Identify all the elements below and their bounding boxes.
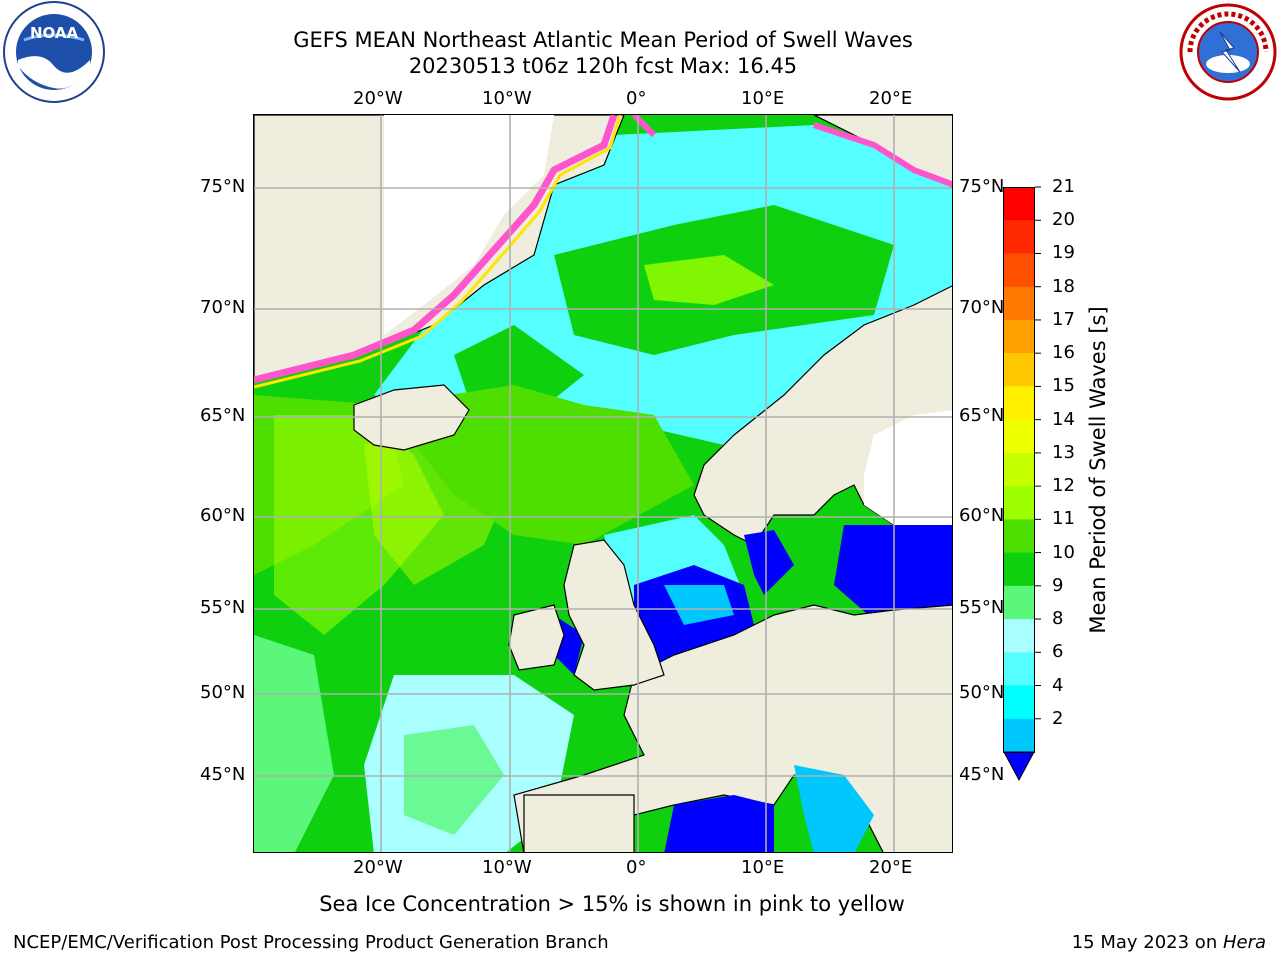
noaa-logo-text: NOAA [30,24,79,42]
lat-label-left: 65°N [200,405,246,426]
footer-date: 15 May 2023 on Hera [1072,932,1266,953]
lon-label-bottom: 10°E [741,857,785,878]
noaa-logo: NOAA [2,0,106,108]
colorbar-segment [1004,319,1034,354]
colorbar-tick-label: 12 [1052,475,1075,497]
colorbar-tick-label: 9 [1052,574,1064,596]
colorbar-segment [1004,187,1034,221]
colorbar-frame [1003,187,1035,753]
colorbar-segment [1004,253,1034,288]
lon-label-bottom: 10°W [482,857,532,878]
lat-label-left: 70°N [200,297,246,318]
lat-label-right: 45°N [959,764,1005,785]
colorbar-segment [1004,486,1034,520]
colorbar-segment [1004,286,1034,321]
lat-label-right: 70°N [959,297,1005,318]
colorbar-tick-label: 15 [1052,375,1075,397]
colorbar-segment [1004,452,1034,487]
footer-date-text: 15 May 2023 on [1071,932,1223,953]
lat-label-right: 75°N [959,176,1005,197]
colorbar-segment [1004,386,1034,421]
colorbar-tick-label: 11 [1052,508,1075,530]
colorbar-segment [1004,619,1034,653]
lat-label-right: 55°N [959,597,1005,618]
map-panel [253,114,953,853]
colorbar-tick-label: 4 [1052,674,1064,696]
colorbar-segment [1004,519,1034,554]
colorbar-tick-label: 19 [1052,242,1075,264]
lat-label-right: 50°N [959,682,1005,703]
lat-label-left: 75°N [200,176,246,197]
colorbar-tick-label: 13 [1052,441,1075,463]
lon-label-top: 20°E [869,88,913,109]
footer-host: Hera [1222,932,1266,953]
nws-logo [1178,2,1278,106]
colorbar-title: Mean Period of Swell Waves [s] [1086,306,1110,634]
lon-label-bottom: 20°E [869,857,913,878]
colorbar-segment [1004,718,1034,753]
lat-label-left: 55°N [200,597,246,618]
colorbar-segment [1004,685,1034,720]
colorbar-tick-label: 10 [1052,541,1075,563]
colorbar-segment [1004,220,1034,254]
chart-subtitle: 20230513 t06z 120h fcst Max: 16.45 [408,54,798,78]
footer-credit: NCEP/EMC/Verification Post Processing Pr… [13,932,609,953]
colorbar-tick-label: 14 [1052,408,1075,430]
swell-period-map [254,115,952,852]
lon-label-bottom: 0° [626,857,647,878]
sea-ice-caption: Sea Ice Concentration > 15% is shown in … [319,892,905,916]
colorbar-tick-label: 6 [1052,641,1064,663]
lon-label-top: 10°W [482,88,532,109]
colorbar-tick-label: 16 [1052,342,1075,364]
colorbar [1003,186,1041,782]
lon-label-bottom: 20°W [353,857,403,878]
lat-label-right: 60°N [959,505,1005,526]
colorbar-tick-label: 21 [1052,176,1075,197]
colorbar-tick-label: 2 [1052,707,1064,729]
colorbar-segment [1004,419,1034,454]
lat-label-left: 60°N [200,505,246,526]
colorbar-segment [1004,353,1034,387]
colorbar-tick-label: 8 [1052,608,1064,630]
lat-label-right: 65°N [959,405,1005,426]
colorbar-tick-label: 18 [1052,275,1075,297]
lat-label-left: 45°N [200,764,246,785]
colorbar-tick-label: 17 [1052,308,1075,330]
colorbar-extend-min [1003,751,1035,782]
lat-label-left: 50°N [200,682,246,703]
colorbar-segment [1004,585,1034,620]
lon-label-top: 10°E [741,88,785,109]
colorbar-segment [1004,552,1034,587]
lon-label-top: 20°W [353,88,403,109]
colorbar-segment [1004,652,1034,687]
lon-label-top: 0° [626,88,647,109]
chart-title: GEFS MEAN Northeast Atlantic Mean Period… [293,28,913,52]
graticule [254,115,952,852]
colorbar-tick-label: 20 [1052,209,1075,231]
